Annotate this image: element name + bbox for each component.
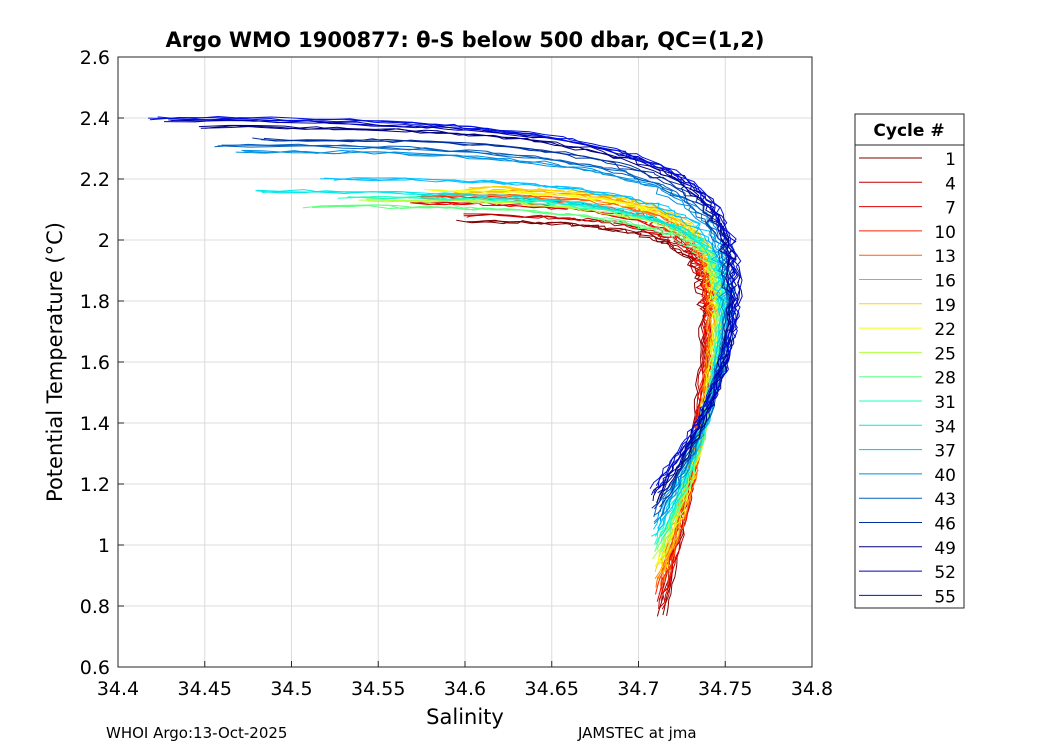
series-line-cycle-31 [337, 195, 724, 545]
plot-frame [117, 56, 813, 668]
legend-label-49: 49 [934, 539, 956, 559]
y-tick-label: 2.2 [80, 169, 110, 191]
y-axis-label: Potential Temperature (°C) [43, 222, 67, 502]
chart-title: Argo WMO 1900877: θ-S below 500 dbar, QC… [166, 28, 765, 52]
series-line-cycle-34 [255, 190, 732, 537]
legend-title: Cycle # [873, 121, 944, 141]
y-tick-label: 1.8 [80, 291, 110, 313]
footer-date: WHOI Argo:13-Oct-2025 [106, 724, 288, 742]
legend-label-55: 55 [934, 587, 956, 607]
x-tick-label: 34.75 [698, 678, 752, 700]
series-line-cycle-1 [471, 219, 712, 616]
legend-label-46: 46 [934, 515, 956, 535]
legend-label-52: 52 [934, 563, 956, 583]
series-line-cycle-13 [431, 193, 717, 587]
y-tick-label: 1.4 [80, 413, 110, 435]
series-line-cycle-28 [314, 204, 729, 553]
legend-label-34: 34 [934, 417, 956, 437]
series-line-cycle-40 [241, 149, 732, 525]
legend-label-40: 40 [934, 466, 956, 486]
legend-label-25: 25 [934, 344, 956, 364]
legend-box [854, 113, 965, 609]
y-tick-label: 2 [98, 230, 110, 252]
y-tick-label: 1 [98, 535, 110, 557]
series-line-cycle-55 [149, 116, 738, 487]
series-line-cycle-7 [410, 201, 709, 602]
series-line-cycle-4 [463, 213, 712, 610]
legend-label-22: 22 [934, 320, 956, 340]
series-line-cycle-28 [311, 205, 726, 551]
y-tick-label: 2.4 [80, 108, 110, 130]
series-line-cycle-4 [463, 213, 715, 610]
x-tick-label: 34.6 [444, 678, 486, 700]
series-lines [148, 115, 743, 617]
x-tick-label: 34.8 [791, 678, 833, 700]
y-tick-label: 0.6 [80, 657, 110, 679]
series-line-cycle-55 [148, 117, 736, 490]
legend-label-19: 19 [934, 296, 956, 316]
legend-label-43: 43 [934, 490, 956, 510]
x-tick-label: 34.45 [178, 678, 232, 700]
x-tick-label: 34.4 [97, 678, 139, 700]
footer-credit: JAMSTEC at jma [578, 724, 697, 742]
legend-label-13: 13 [934, 247, 956, 267]
series-line-cycle-25 [365, 198, 724, 558]
x-tick-labels: 34.4 34.45 34.5 34.55 34.6 34.65 34.7 34.75 34.8 [97, 678, 833, 700]
legend-label-28: 28 [934, 369, 956, 389]
series-line-cycle-55 [157, 115, 743, 489]
series-line-cycle-52 [171, 119, 743, 494]
legend: Cycle # 1 4 7 10 13 16 19 22 25 28 31 34 37 40 43 46 49 5… [854, 113, 965, 609]
legend-label-31: 31 [934, 393, 956, 413]
legend-label-4: 4 [945, 174, 956, 194]
x-tick-label: 34.7 [617, 678, 659, 700]
legend-entries: 1 4 7 10 13 16 19 22 25 28 31 34 37 40 43 46 49 52 55 [859, 150, 956, 607]
series-line-cycle-46 [263, 137, 737, 508]
series-line-cycle-49 [205, 125, 741, 500]
legend-label-1: 1 [945, 150, 956, 170]
x-tick-label: 34.65 [525, 678, 579, 700]
legend-label-10: 10 [934, 223, 956, 243]
y-tick-label: 1.6 [80, 352, 110, 374]
y-tick-label: 0.8 [80, 596, 110, 618]
x-tick-label: 34.5 [270, 678, 312, 700]
legend-label-7: 7 [945, 199, 956, 219]
legend-label-37: 37 [934, 442, 956, 462]
series-line-cycle-52 [168, 119, 739, 494]
y-tick-label: 1.2 [80, 474, 110, 496]
series-line-cycle-25 [358, 199, 718, 560]
y-tick-labels: 0.6 0.8 1 1.2 1.4 1.6 1.8 2 2.2 2.4 2.6 [80, 47, 110, 679]
x-tick-label: 34.55 [351, 678, 405, 700]
x-axis-label: Salinity [426, 705, 504, 729]
legend-label-16: 16 [934, 272, 956, 292]
y-tick-label: 2.6 [80, 47, 110, 69]
series-line-cycle-10 [412, 195, 715, 595]
